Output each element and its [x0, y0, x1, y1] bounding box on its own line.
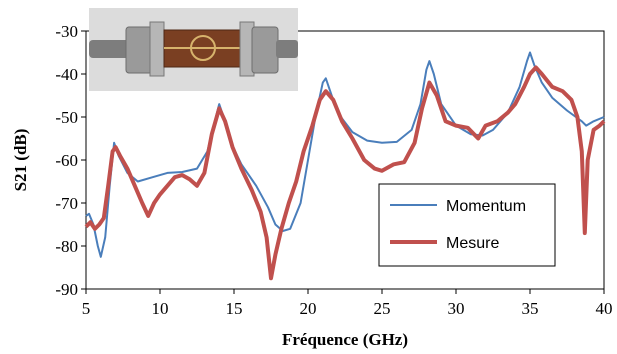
- legend-label-momentum: Momentum: [446, 198, 526, 215]
- x-tick-label: 30: [448, 299, 465, 318]
- y-tick-label: -80: [55, 237, 78, 256]
- x-axis-ticks: 5 10 15 20 25 30 35 40: [82, 289, 613, 318]
- x-tick-label: 40: [596, 299, 613, 318]
- x-tick-label: 20: [300, 299, 317, 318]
- x-axis-title: Fréquence (GHz): [282, 330, 408, 349]
- y-tick-label: -50: [55, 108, 78, 127]
- x-tick-label: 15: [226, 299, 243, 318]
- x-tick-label: 35: [522, 299, 539, 318]
- y-tick-label: -30: [55, 22, 78, 41]
- series-line-momentum: [85, 51, 605, 258]
- y-tick-label: -90: [55, 280, 78, 299]
- y-axis-ticks: -90 -80 -70 -60 -50 -40 -30: [55, 22, 86, 299]
- legend-label-mesure: Mesure: [446, 235, 499, 252]
- x-tick-label: 5: [82, 299, 91, 318]
- x-tick-label: 25: [374, 299, 391, 318]
- series-layer: [84, 51, 606, 281]
- series-line-mesure: [84, 65, 606, 281]
- legend: Momentum Mesure: [378, 183, 556, 267]
- legend-box: [378, 183, 556, 267]
- y-axis-title: S21 (dB): [11, 129, 30, 192]
- y-tick-label: -60: [55, 151, 78, 170]
- y-tick-label: -70: [55, 194, 78, 213]
- y-tick-label: -40: [55, 65, 78, 84]
- x-tick-label: 10: [152, 299, 169, 318]
- fixture-photo: [89, 8, 298, 91]
